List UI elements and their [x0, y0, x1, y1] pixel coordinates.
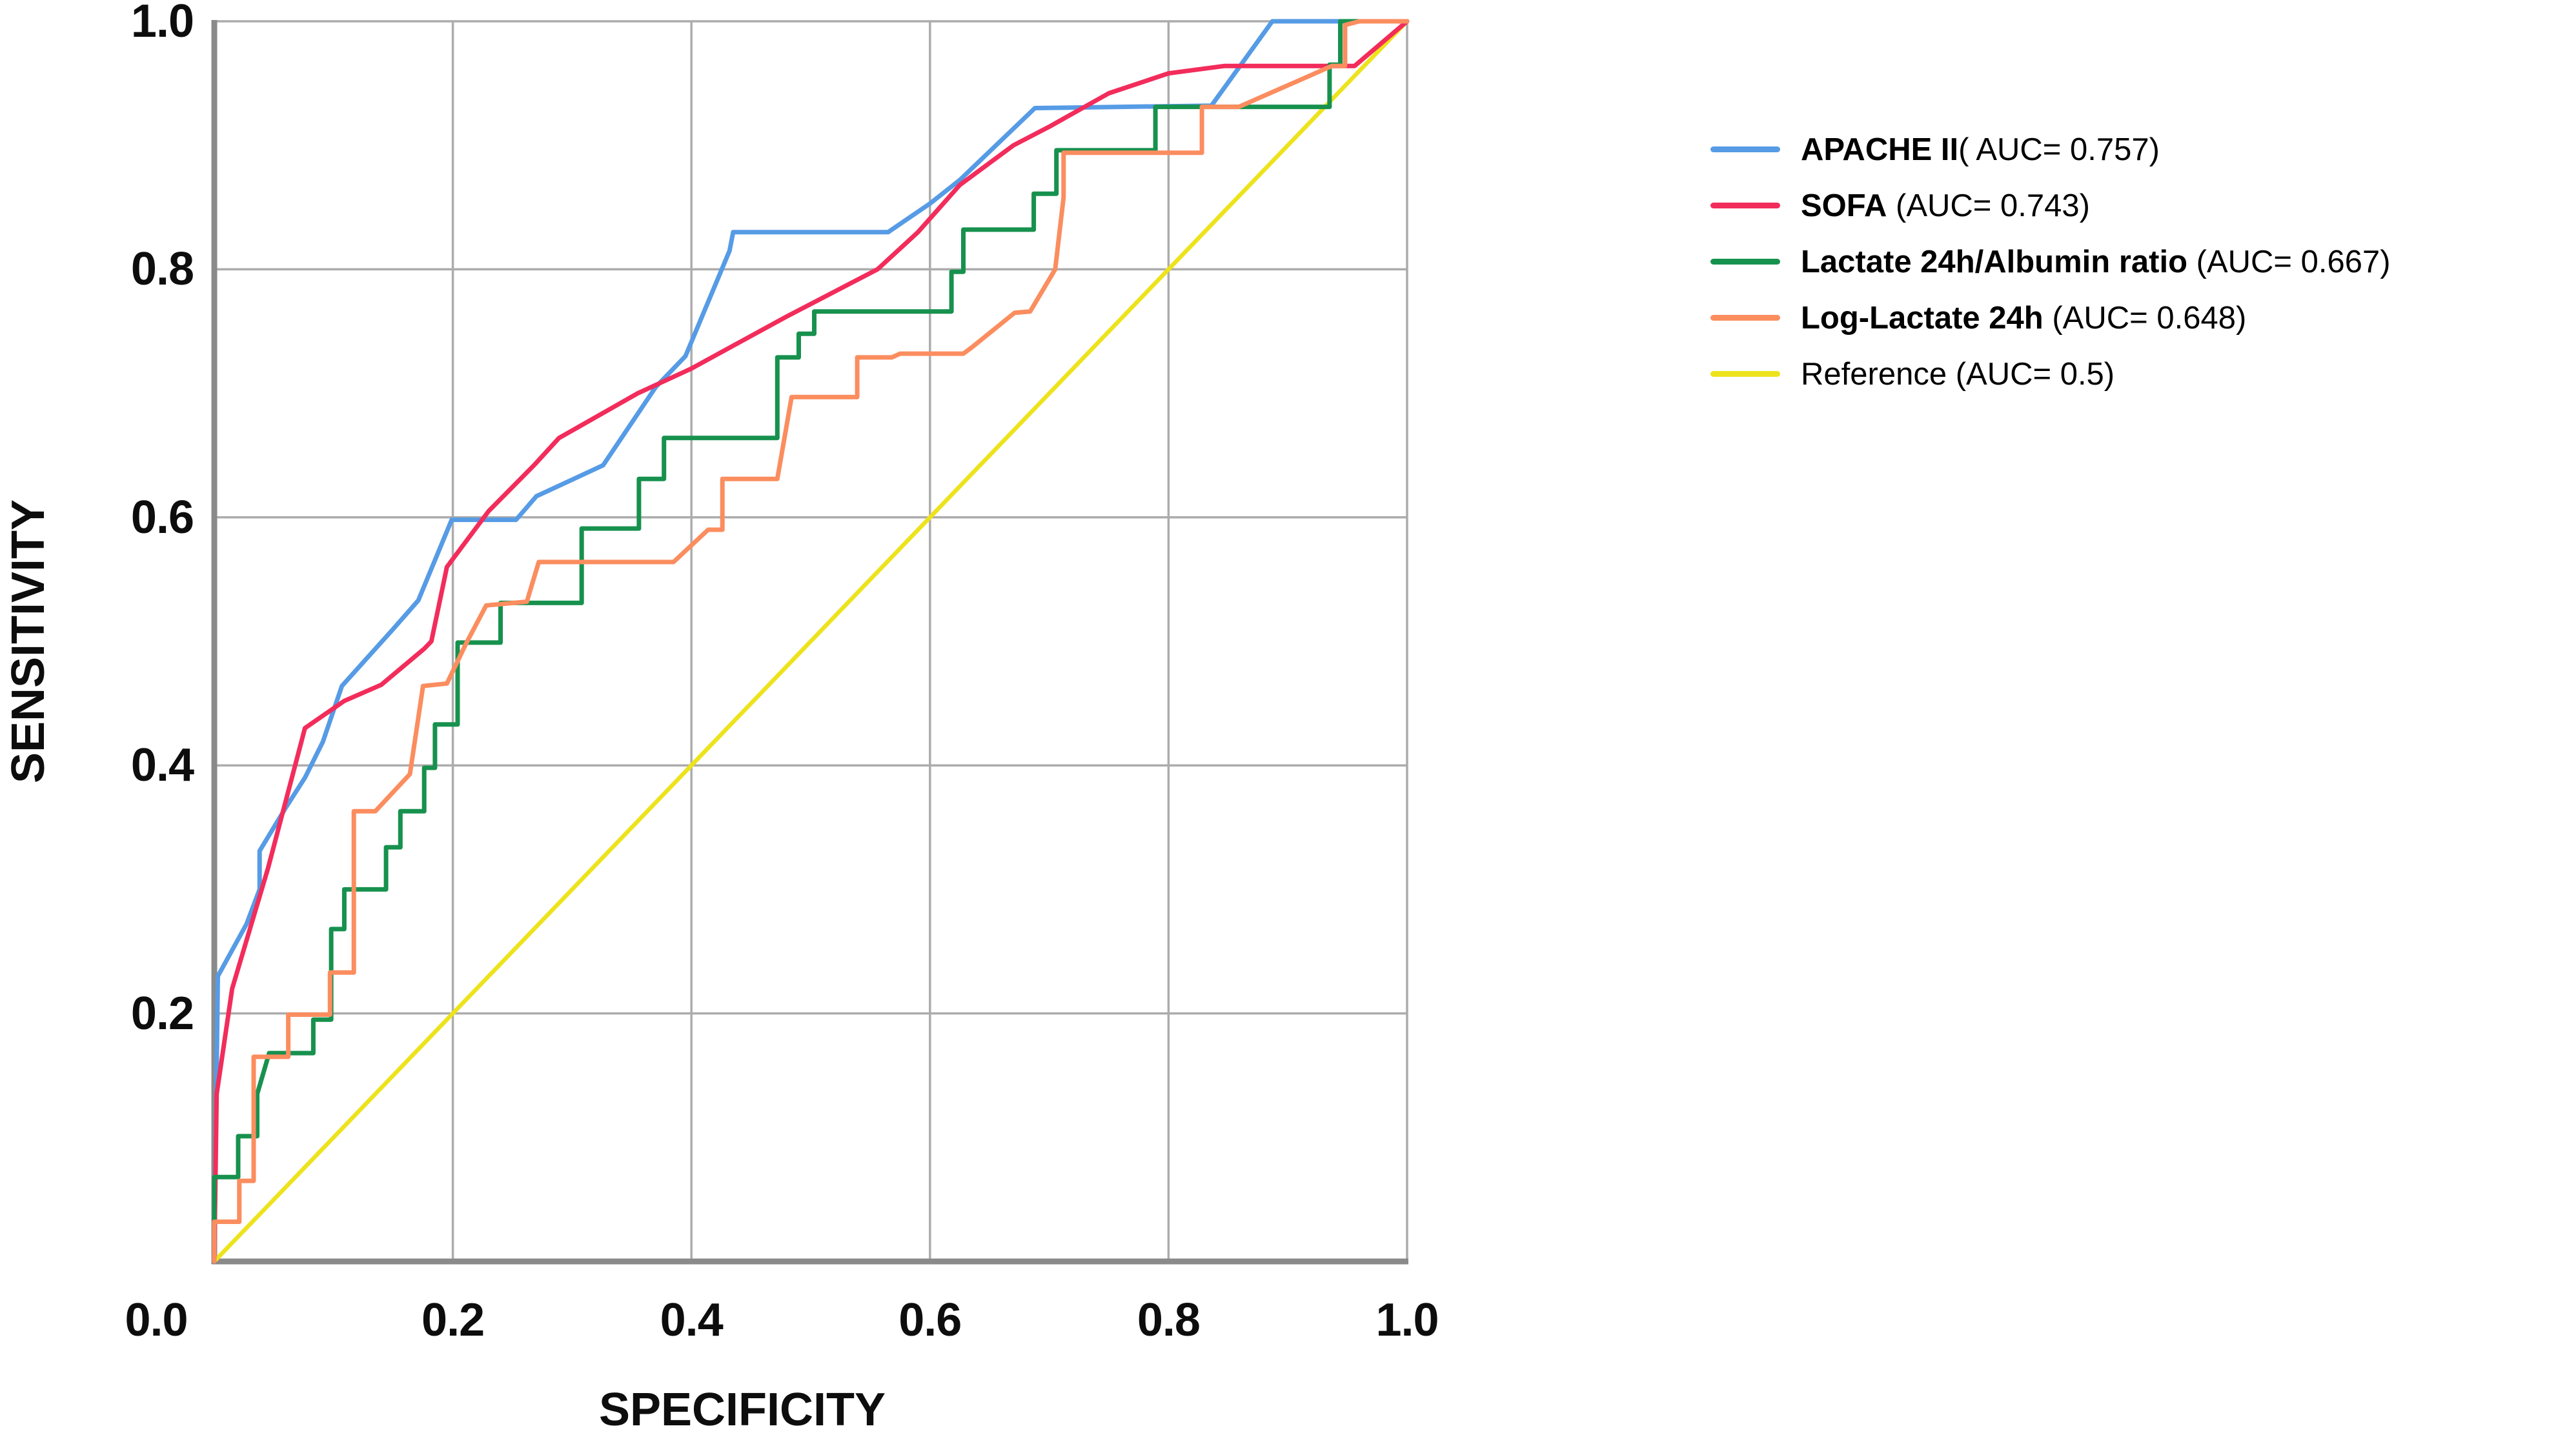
x-axis-title: SPECIFICITY: [598, 1384, 886, 1435]
legend-swatch-lactate-albumin-ratio: [1710, 259, 1780, 265]
legend-swatch-log-lactate-24h: [1710, 315, 1780, 321]
y-tick-label: 0.6: [130, 491, 194, 543]
legend-label: SOFA (AUC= 0.743): [1801, 188, 2090, 223]
legend-label: Reference (AUC= 0.5): [1801, 356, 2115, 392]
legend-label: Log-Lactate 24h (AUC= 0.648): [1801, 300, 2247, 336]
y-tick-label: 0.4: [130, 739, 194, 792]
legend-item-log-lactate-24h: Log-Lactate 24h (AUC= 0.648): [1710, 290, 2391, 346]
x-tick-label: 0.6: [898, 1294, 962, 1346]
x-tick-label: 0.4: [660, 1294, 724, 1346]
roc-curve-sofa: [212, 19, 1410, 1264]
legend-label: APACHE II( AUC= 0.757): [1801, 132, 2160, 167]
y-tick-label: 0.2: [130, 987, 194, 1039]
legend-label: Lactate 24h/Albumin ratio (AUC= 0.667): [1801, 244, 2391, 279]
x-tick-label: 0.8: [1137, 1294, 1201, 1346]
roc-curve-lactate-24h-albumin-ratio: [212, 19, 1410, 1264]
legend-swatch-sofa: [1710, 203, 1780, 208]
legend-item-lactate-albumin-ratio: Lactate 24h/Albumin ratio (AUC= 0.667): [1710, 234, 2391, 290]
roc-curves: [212, 19, 1410, 1264]
legend: APACHE II( AUC= 0.757) SOFA (AUC= 0.743)…: [1710, 121, 2391, 402]
legend-item-reference: Reference (AUC= 0.5): [1710, 346, 2391, 402]
y-tick-label: 0.8: [130, 243, 194, 296]
legend-swatch-reference: [1710, 371, 1780, 377]
roc-curve-log-lactate-24h: [212, 19, 1410, 1264]
axes-frame: [211, 20, 1408, 1265]
origin-tick-label: 0.0: [125, 1294, 188, 1346]
roc-curve-apache-ii: [212, 19, 1410, 1264]
legend-item-sofa: SOFA (AUC= 0.743): [1710, 177, 2391, 234]
legend-swatch-apache-ii: [1710, 146, 1780, 152]
y-tick-label: 1.0: [130, 0, 194, 47]
x-tick-label: 0.2: [421, 1294, 485, 1346]
legend-item-apache-ii: APACHE II( AUC= 0.757): [1710, 121, 2391, 177]
y-axis-title: SENSITIVITY: [3, 499, 54, 784]
roc-curve-reference: [212, 19, 1410, 1264]
x-tick-label: 1.0: [1375, 1294, 1439, 1346]
